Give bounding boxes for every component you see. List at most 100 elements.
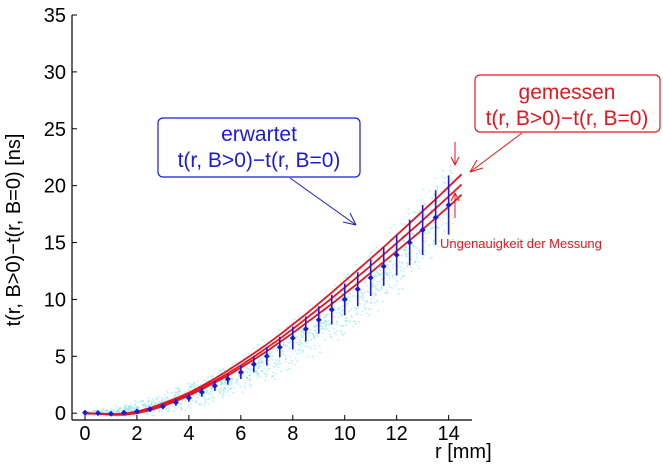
cloud-dot <box>158 400 161 402</box>
cloud-dot <box>401 287 404 290</box>
cloud-dot <box>352 325 355 328</box>
cloud-dot <box>134 404 137 407</box>
cloud-dot <box>316 335 319 337</box>
cloud-dot <box>413 211 416 214</box>
cloud-dot <box>337 316 340 318</box>
cloud-dot <box>208 396 211 399</box>
cloud-dot <box>298 315 301 317</box>
cloud-dot <box>417 212 419 215</box>
cloud-dot <box>364 281 367 283</box>
data-point <box>432 214 439 221</box>
cloud-dot <box>299 345 302 348</box>
cloud-dot <box>229 384 232 387</box>
cloud-dot <box>313 347 316 350</box>
cloud-dot <box>211 377 213 380</box>
cloud-dot <box>405 248 408 251</box>
cloud-dot <box>115 405 118 408</box>
cloud-dot <box>284 361 287 363</box>
cloud-dot <box>356 312 358 315</box>
cloud-dot <box>112 409 115 412</box>
cloud-dot <box>163 393 166 396</box>
cloud-dot <box>299 333 302 335</box>
cloud-dot <box>314 337 317 340</box>
cloud-dot <box>422 188 425 191</box>
cloud-dot <box>424 202 426 204</box>
cloud-dot <box>387 266 390 269</box>
cloud-dot <box>116 416 118 418</box>
cloud-dot <box>364 307 367 310</box>
cloud-dot <box>269 357 272 360</box>
cloud-dot <box>433 244 436 247</box>
cloud-dot <box>362 309 364 312</box>
cloud-dot <box>444 191 447 194</box>
cloud-dot <box>221 397 224 400</box>
data-point <box>94 410 101 417</box>
cloud-dot <box>376 281 379 283</box>
cloud-dot <box>237 383 240 385</box>
cloud-dot <box>185 398 188 401</box>
cloud-dot <box>242 354 245 357</box>
cloud-dot <box>347 320 349 323</box>
cloud-dot <box>391 263 394 266</box>
cloud-dot <box>123 405 126 407</box>
cloud-dot <box>186 382 189 385</box>
cloud-dot <box>222 393 225 396</box>
cloud-dot <box>287 342 290 344</box>
cloud-dot <box>324 320 327 322</box>
cloud-dot <box>236 378 239 381</box>
measured-annotation-formula: t(r, B>0)−t(r, B=0) <box>486 107 649 130</box>
cloud-dot <box>300 336 303 338</box>
cloud-dot <box>342 273 345 276</box>
cloud-dot <box>360 314 363 316</box>
cloud-dot <box>219 381 222 384</box>
x-tick-label: 10 <box>334 423 356 445</box>
cloud-dot <box>261 370 264 373</box>
cloud-dot <box>298 352 301 355</box>
cloud-dot <box>425 237 427 239</box>
cloud-dot <box>255 372 258 374</box>
cloud-dot <box>333 306 336 309</box>
cloud-dot <box>389 271 391 274</box>
cloud-dot <box>222 388 225 391</box>
cloud-dot <box>437 217 440 220</box>
cloud-dot <box>367 314 370 317</box>
cloud-dot <box>444 181 447 184</box>
cloud-dot <box>352 295 354 297</box>
cloud-dot <box>386 289 389 292</box>
cloud-dot <box>274 362 277 365</box>
cloud-dot <box>227 389 230 392</box>
cloud-dot <box>247 367 250 370</box>
cloud-dot <box>266 374 269 376</box>
y-tick-label: 15 <box>44 233 66 255</box>
cloud-dot <box>400 222 403 225</box>
cloud-dot <box>443 187 445 190</box>
cloud-dot <box>297 343 300 346</box>
cloud-dot <box>385 271 388 274</box>
cloud-dot <box>205 380 208 382</box>
cloud-dot <box>353 320 355 322</box>
cloud-dot <box>269 352 272 355</box>
cloud-dot <box>404 250 407 253</box>
cloud-dot <box>380 252 383 255</box>
y-tick-label: 5 <box>55 346 66 368</box>
cloud-dot <box>449 186 452 189</box>
cloud-dot <box>340 333 343 335</box>
cloud-dot <box>299 319 302 322</box>
cloud-dot <box>192 394 195 397</box>
cloud-dot <box>412 233 415 236</box>
cloud-dot <box>341 309 344 312</box>
cloud-dot <box>411 232 414 235</box>
cloud-dot <box>402 240 405 242</box>
cloud-dot <box>298 343 301 346</box>
cloud-dot <box>415 229 418 231</box>
cloud-dot <box>379 280 381 283</box>
cloud-dot <box>400 278 402 280</box>
cloud-dot <box>362 298 365 301</box>
cloud-dot <box>260 361 262 364</box>
cloud-dot <box>265 369 268 372</box>
cloud-dot <box>195 393 198 395</box>
cloud-dot <box>157 395 160 398</box>
data-point <box>263 353 270 360</box>
cloud-dot <box>174 407 177 410</box>
measured-curve-upper <box>84 173 463 416</box>
